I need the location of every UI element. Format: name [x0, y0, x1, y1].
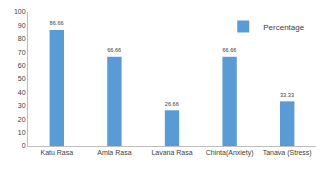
- svg-text:30: 30: [18, 102, 26, 109]
- svg-text:66.66: 66.66: [222, 47, 236, 53]
- svg-text:33.33: 33.33: [280, 92, 294, 98]
- svg-text:70: 70: [18, 49, 26, 56]
- svg-text:Lavana Rasa: Lavana Rasa: [151, 149, 192, 156]
- svg-text:Chinta(Anxiety): Chinta(Anxiety): [206, 149, 254, 157]
- svg-text:26.66: 26.66: [165, 101, 179, 107]
- svg-text:10: 10: [18, 129, 26, 136]
- svg-text:Amla Rasa: Amla Rasa: [97, 149, 131, 156]
- svg-text:80: 80: [18, 35, 26, 42]
- svg-text:40: 40: [18, 89, 26, 96]
- svg-text:60: 60: [18, 62, 26, 69]
- svg-text:50: 50: [18, 75, 26, 82]
- svg-text:Percentage: Percentage: [263, 23, 304, 32]
- svg-text:86.66: 86.66: [50, 20, 64, 26]
- svg-text:20: 20: [18, 116, 26, 123]
- svg-text:66.66: 66.66: [107, 47, 121, 53]
- svg-text:0: 0: [22, 142, 26, 149]
- svg-text:Tanava (Stress): Tanava (Stress): [263, 149, 312, 157]
- svg-text:100: 100: [14, 8, 26, 15]
- svg-text:90: 90: [18, 22, 26, 29]
- svg-text:Katu Rasa: Katu Rasa: [40, 149, 73, 156]
